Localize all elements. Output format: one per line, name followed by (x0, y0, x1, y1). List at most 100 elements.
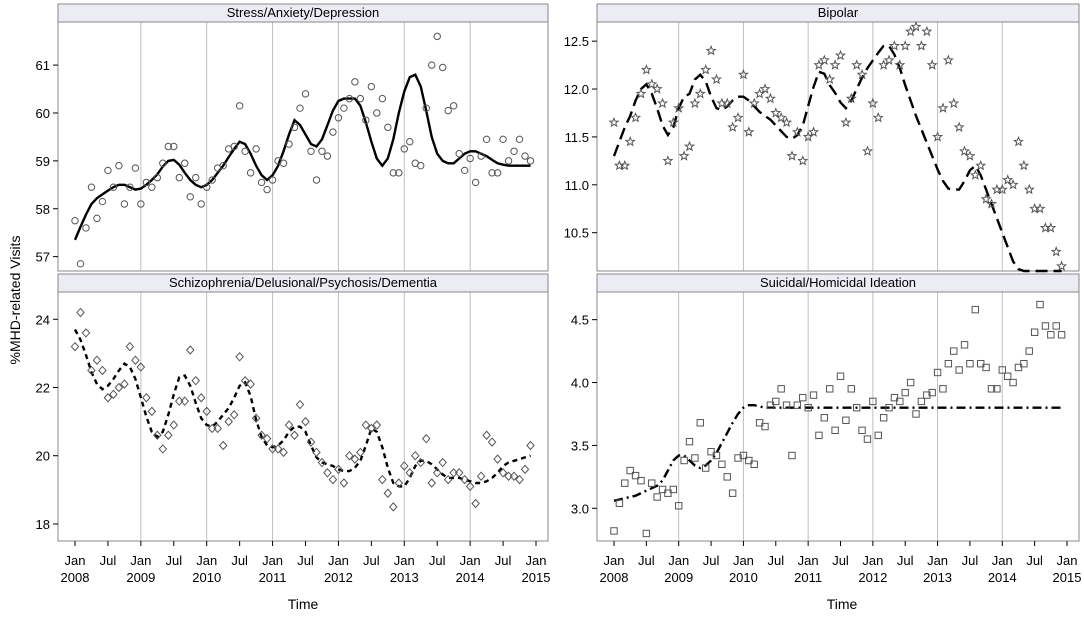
data-point (240, 375, 250, 386)
data-point (858, 426, 866, 435)
data-point (737, 68, 749, 80)
data-point (689, 97, 701, 109)
data-point (421, 433, 431, 444)
data-point (980, 193, 992, 204)
data-point (1025, 347, 1033, 355)
data-point (637, 476, 645, 485)
data-point (164, 142, 172, 151)
y-tick-label: 61 (36, 58, 50, 73)
data-point (218, 440, 228, 451)
data-point (70, 341, 80, 352)
data-point (764, 92, 776, 104)
data-point (631, 471, 640, 480)
data-point (98, 197, 107, 206)
data-point (879, 414, 888, 422)
data-point (307, 147, 315, 155)
data-point (400, 145, 408, 153)
data-point (1014, 363, 1023, 372)
data-point (996, 183, 1008, 195)
data-point (301, 416, 310, 427)
data-point (219, 161, 227, 170)
data-point (197, 200, 205, 208)
data-point (770, 107, 782, 118)
data-point (899, 40, 911, 51)
data-point (279, 447, 288, 458)
data-point (624, 135, 636, 147)
data-point (268, 176, 277, 184)
data-point (781, 116, 793, 128)
data-point (694, 87, 706, 99)
x-year-label: 2015 (522, 570, 551, 585)
data-point (170, 142, 178, 151)
data-point (515, 474, 524, 485)
data-point (852, 403, 861, 412)
data-point (651, 83, 663, 94)
data-point (76, 307, 85, 318)
data-point (820, 414, 829, 422)
data-point (175, 396, 184, 406)
fit-line (612, 44, 1062, 273)
data-point (471, 498, 480, 509)
data-point (147, 406, 157, 417)
data-point (81, 328, 91, 338)
x-axis-label-left: Time (288, 596, 319, 612)
data-point (131, 164, 140, 172)
data-point (890, 393, 899, 402)
data-point (262, 433, 272, 444)
data-point (818, 54, 830, 66)
data-point (246, 379, 255, 389)
x-tick-label: Jul (962, 553, 979, 568)
panel-1: Stress/Anxiety/Depression 57 58 59 60 61 (36, 3, 549, 272)
data-point (906, 378, 915, 387)
data-point (273, 444, 283, 454)
y-tick-label: 11.0 (565, 178, 589, 193)
x-year-label: 2014 (988, 570, 1017, 585)
data-point (917, 397, 926, 406)
data-point (948, 97, 960, 109)
data-point (356, 447, 365, 458)
data-point (306, 437, 316, 447)
data-point (669, 485, 678, 494)
data-point (416, 457, 426, 468)
y-tick-label: 12.0 (564, 82, 589, 97)
data-point (755, 419, 764, 427)
x-tick-label: Jul (165, 553, 182, 568)
data-point (455, 149, 463, 158)
data-point (499, 135, 507, 144)
data-point (186, 193, 194, 201)
data-point (829, 59, 841, 70)
data-point (109, 389, 118, 400)
data-point (840, 116, 852, 128)
data-point (443, 474, 453, 485)
data-point (926, 59, 938, 70)
data-point (71, 217, 79, 225)
data-point (340, 104, 348, 112)
data-point (799, 393, 807, 402)
data-point (619, 159, 631, 171)
data-point (691, 454, 699, 462)
y-tick-label: 24 (36, 312, 50, 327)
data-point (766, 401, 775, 409)
data-point (718, 460, 726, 468)
data-point (786, 150, 798, 161)
data-point (449, 468, 458, 478)
data-point (290, 123, 299, 132)
data-point (775, 112, 787, 123)
data-point (246, 169, 255, 177)
data-point (732, 112, 744, 123)
data-point (932, 131, 944, 142)
data-point (707, 448, 715, 456)
data-point (621, 479, 629, 487)
data-point (1045, 222, 1057, 233)
data-point (1057, 331, 1066, 339)
data-point (504, 471, 513, 481)
data-point (788, 451, 796, 460)
x-year-label: 2010 (192, 570, 221, 585)
x-year-label: 2012 (324, 570, 353, 585)
data-point (955, 366, 963, 374)
data-point (921, 25, 933, 37)
panel-4: Suicidal/Homicidal Ideation 3.0 3.5 4.0 4.5 J… (571, 273, 1081, 585)
x-tick-label: Jan (460, 553, 481, 568)
y-tick-label: 3.0 (571, 501, 589, 516)
data-point (323, 152, 332, 160)
